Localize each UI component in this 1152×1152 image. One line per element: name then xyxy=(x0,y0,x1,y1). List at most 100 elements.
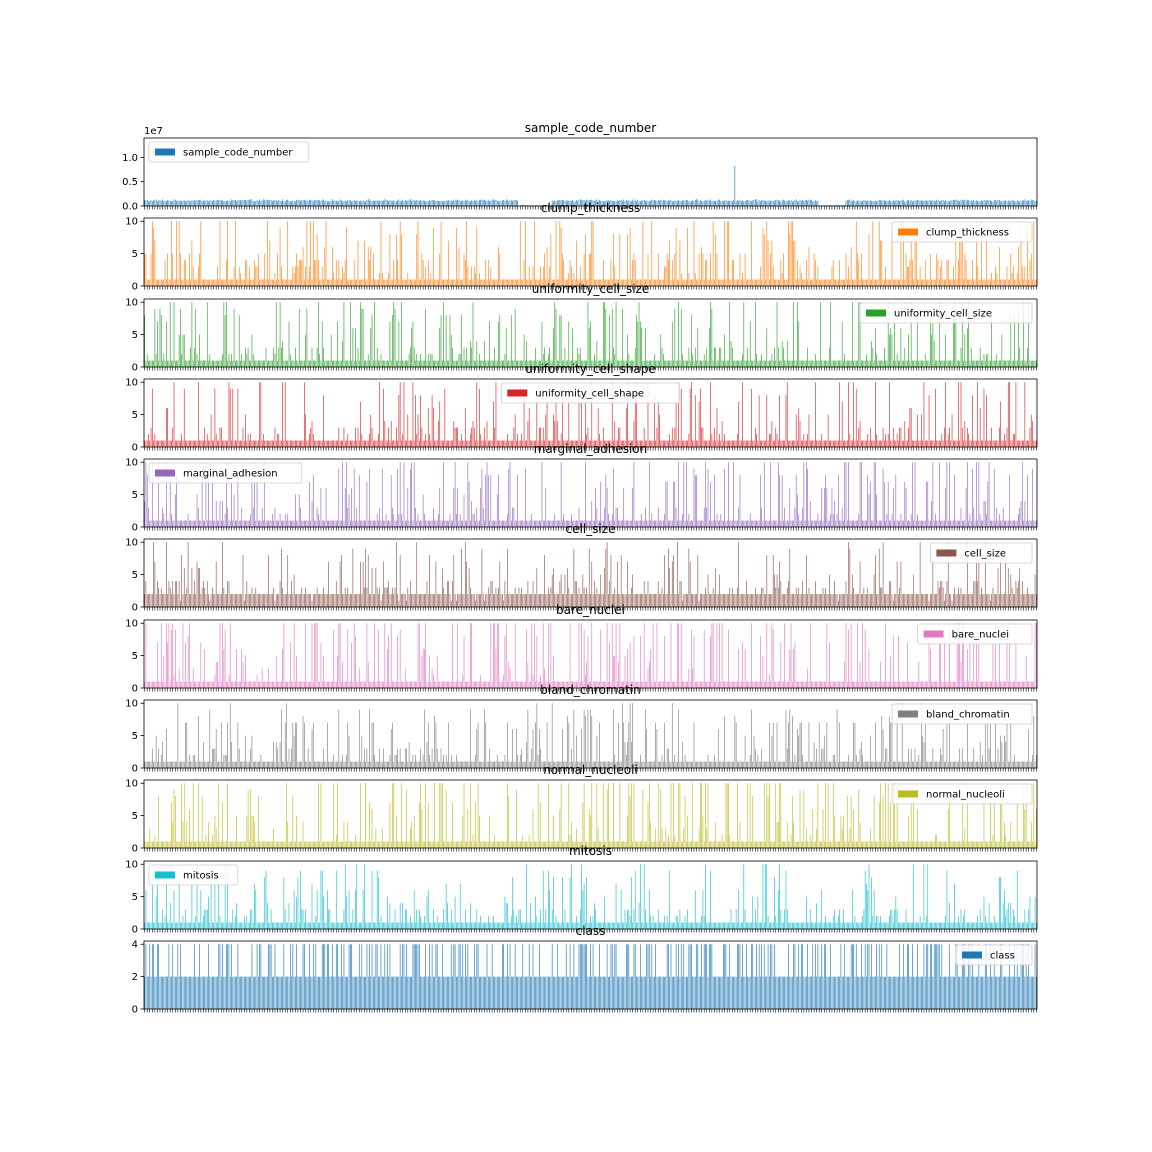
bar xyxy=(882,360,884,367)
bar xyxy=(599,434,600,447)
bar xyxy=(794,240,796,286)
bar xyxy=(964,520,966,527)
bar xyxy=(1030,199,1032,206)
bar xyxy=(813,440,815,447)
bar xyxy=(567,200,568,206)
bar xyxy=(484,341,485,367)
bar xyxy=(424,279,425,286)
bar xyxy=(558,360,559,367)
bar xyxy=(467,462,469,527)
bar xyxy=(908,266,909,286)
bar xyxy=(568,520,570,527)
bar xyxy=(403,382,405,447)
bar xyxy=(756,279,757,286)
bar xyxy=(692,440,694,447)
bar xyxy=(636,395,637,447)
bar xyxy=(798,321,800,367)
bar xyxy=(960,507,962,527)
bar xyxy=(514,199,516,206)
bar xyxy=(413,462,415,527)
bar xyxy=(410,279,411,286)
bar xyxy=(648,462,650,527)
bar xyxy=(771,240,773,286)
bar xyxy=(195,440,197,447)
bar xyxy=(380,200,382,206)
bar xyxy=(871,341,872,367)
bar xyxy=(296,199,297,206)
bar xyxy=(208,360,209,367)
bar xyxy=(158,462,160,527)
bar xyxy=(395,360,397,367)
bar xyxy=(196,200,198,206)
bar xyxy=(394,440,396,447)
bar xyxy=(779,360,780,367)
bar xyxy=(774,440,775,447)
bar xyxy=(728,221,729,286)
bar xyxy=(369,260,370,286)
bar xyxy=(418,279,420,286)
bar xyxy=(270,279,272,286)
bar xyxy=(591,382,593,447)
bar xyxy=(885,360,886,367)
bar xyxy=(800,200,802,206)
bar xyxy=(241,507,243,527)
bar xyxy=(475,440,476,447)
bar xyxy=(182,440,184,447)
bar xyxy=(780,260,782,286)
bar xyxy=(1001,200,1003,206)
bar xyxy=(364,360,365,367)
bar xyxy=(464,260,466,286)
bar xyxy=(738,279,740,286)
bar xyxy=(424,440,425,447)
bar xyxy=(459,440,461,447)
bar xyxy=(342,341,343,367)
bar xyxy=(252,201,254,206)
bar xyxy=(576,360,577,367)
bar xyxy=(205,279,207,286)
bar xyxy=(702,253,704,286)
bar xyxy=(843,520,844,527)
bar xyxy=(643,279,645,286)
bar xyxy=(746,440,747,447)
bar xyxy=(735,520,737,527)
bar xyxy=(922,440,923,447)
bar xyxy=(206,302,208,367)
bar xyxy=(159,199,161,206)
bar xyxy=(192,266,194,286)
bar xyxy=(1029,520,1031,527)
bar xyxy=(933,200,935,206)
bar xyxy=(185,260,186,286)
bar xyxy=(803,360,805,367)
bar xyxy=(149,200,151,206)
bar xyxy=(799,421,801,447)
bar xyxy=(420,200,421,206)
bar xyxy=(937,520,939,527)
bar xyxy=(820,440,821,447)
bar xyxy=(670,279,672,286)
bar xyxy=(637,199,639,206)
bar xyxy=(611,382,613,447)
bar xyxy=(182,279,184,286)
bar xyxy=(222,440,223,447)
bar xyxy=(921,279,922,286)
bar xyxy=(182,200,184,206)
bar xyxy=(945,488,946,527)
bar xyxy=(938,279,940,286)
bar xyxy=(149,360,151,367)
bar xyxy=(464,199,466,206)
bar xyxy=(550,234,552,286)
bar xyxy=(950,200,952,206)
bar xyxy=(453,360,455,367)
bar xyxy=(926,481,927,527)
bar xyxy=(346,440,347,447)
bar xyxy=(749,440,751,447)
bar xyxy=(458,199,460,206)
bar xyxy=(645,328,646,367)
bar xyxy=(625,360,627,367)
bar xyxy=(743,440,745,447)
bar xyxy=(869,481,871,527)
bar xyxy=(895,279,897,286)
bar xyxy=(599,360,600,367)
bar xyxy=(330,520,332,527)
bar xyxy=(509,279,511,286)
